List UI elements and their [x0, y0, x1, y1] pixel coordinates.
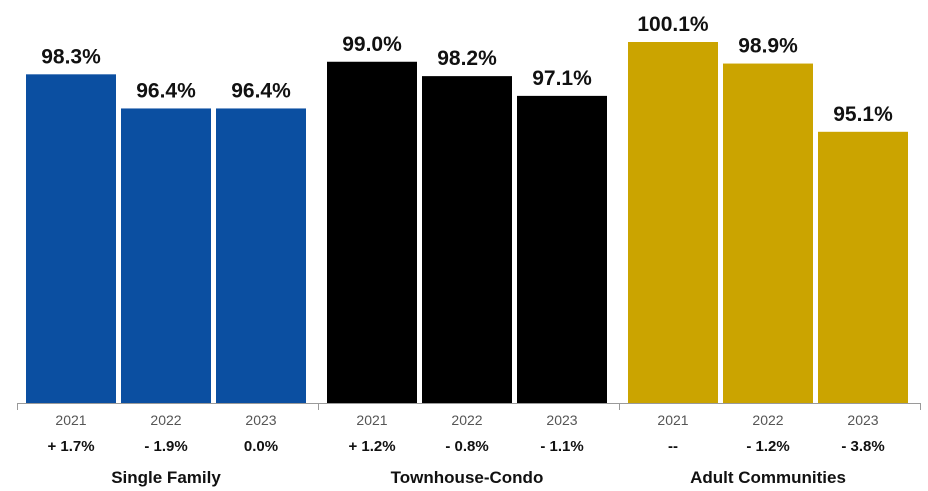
bar	[327, 61, 417, 403]
change-label: - 1.9%	[144, 438, 187, 455]
change-label: - 1.1%	[540, 438, 583, 455]
group-label: Adult Communities	[690, 468, 846, 487]
bar-value-label: 100.1%	[637, 13, 709, 36]
x-tick-label: 2022	[150, 412, 181, 428]
bar	[216, 108, 306, 404]
bar	[723, 63, 813, 403]
x-tick-label: 2023	[847, 412, 878, 428]
labels-layer: 98.3% 2021 + 1.7% 96.4% 2022 - 1.9% 96.4% 2023 0…	[41, 13, 893, 487]
change-label: + 1.2%	[348, 438, 395, 455]
change-label: + 1.7%	[47, 438, 94, 455]
x-tick-label: 2021	[55, 412, 86, 428]
bar	[818, 131, 908, 403]
bar-value-label: 95.1%	[833, 103, 893, 126]
change-label: - 0.8%	[445, 438, 488, 455]
group-label: Townhouse-Condo	[391, 468, 544, 487]
change-label: 0.0%	[244, 438, 278, 455]
x-tick-label: 2022	[752, 412, 783, 428]
bar	[628, 42, 718, 403]
change-label: --	[668, 438, 678, 455]
x-tick-label: 2021	[657, 412, 688, 428]
change-label: - 1.2%	[746, 438, 789, 455]
bar-value-label: 96.4%	[231, 79, 291, 102]
x-tick-label: 2023	[546, 412, 577, 428]
x-axis	[17, 403, 921, 410]
bar	[121, 108, 211, 404]
group-label: Single Family	[111, 468, 221, 487]
change-label: - 3.8%	[841, 438, 884, 455]
bar	[517, 95, 607, 403]
bars-layer	[26, 42, 908, 404]
x-tick-label: 2023	[245, 412, 276, 428]
x-tick-label: 2022	[451, 412, 482, 428]
x-tick-label: 2021	[356, 412, 387, 428]
bar	[26, 74, 116, 403]
bar-value-label: 97.1%	[532, 67, 592, 90]
bar-value-label: 99.0%	[342, 33, 402, 56]
bar-value-label: 98.9%	[738, 35, 798, 58]
bar-value-label: 96.4%	[136, 79, 196, 102]
bar-value-label: 98.3%	[41, 45, 101, 68]
bar-value-label: 98.2%	[437, 47, 497, 70]
bar	[422, 76, 512, 403]
